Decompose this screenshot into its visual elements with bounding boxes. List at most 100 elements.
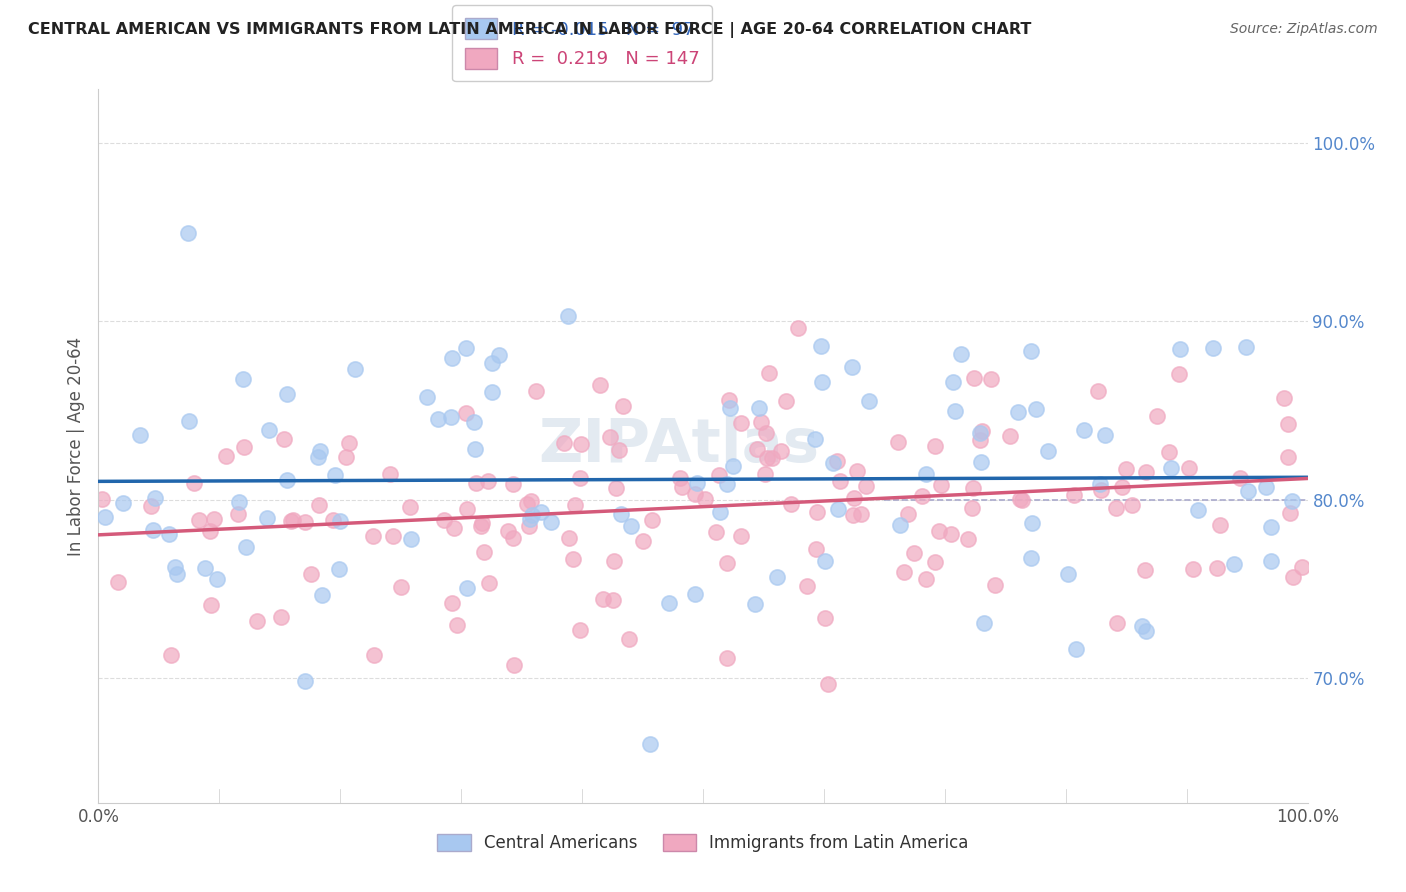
Point [589, 377, 612, 392]
Point [638, 737, 661, 751]
Point [112, 495, 135, 509]
Point [603, 554, 626, 568]
Point [443, 521, 465, 535]
Point [335, 450, 357, 464]
Point [929, 477, 952, 491]
Point [361, 529, 384, 543]
Point [592, 592, 614, 607]
Point [775, 394, 797, 409]
Point [159, 648, 181, 662]
Point [157, 527, 180, 541]
Point [721, 459, 744, 474]
Point [915, 572, 938, 586]
Point [669, 470, 692, 484]
Point [671, 480, 693, 494]
Point [841, 360, 863, 375]
Point [851, 507, 873, 521]
Point [307, 450, 329, 464]
Point [205, 573, 228, 587]
Point [1057, 567, 1080, 582]
Point [1206, 561, 1229, 575]
Text: ZIPAtlas: ZIPAtlas [538, 417, 820, 475]
Point [761, 450, 783, 465]
Point [1011, 493, 1033, 508]
Point [107, 574, 129, 589]
Point [903, 546, 925, 560]
Point [257, 423, 280, 437]
Point [502, 531, 524, 545]
Point [766, 570, 789, 584]
Point [889, 518, 911, 533]
Point [471, 516, 494, 530]
Point [962, 481, 984, 495]
Point [787, 321, 810, 335]
Point [1087, 384, 1109, 399]
Point [557, 309, 579, 323]
Point [477, 474, 499, 488]
Point [183, 475, 205, 490]
Point [969, 455, 991, 469]
Point [166, 567, 188, 582]
Point [311, 588, 333, 602]
Point [998, 429, 1021, 443]
Point [755, 425, 778, 440]
Point [322, 513, 344, 527]
Point [564, 498, 586, 512]
Point [827, 502, 849, 516]
Point [378, 467, 401, 481]
Point [456, 406, 478, 420]
Point [540, 515, 562, 529]
Point [617, 632, 640, 646]
Point [605, 481, 627, 495]
Point [1234, 340, 1257, 354]
Point [481, 356, 503, 370]
Point [1025, 401, 1047, 416]
Point [465, 475, 488, 490]
Point [463, 415, 485, 429]
Point [165, 560, 187, 574]
Point [478, 575, 501, 590]
Point [1135, 624, 1157, 639]
Point [470, 518, 492, 533]
Point [283, 513, 305, 527]
Point [389, 580, 412, 594]
Point [969, 425, 991, 440]
Point [707, 468, 730, 483]
Point [911, 489, 934, 503]
Point [924, 439, 946, 453]
Point [980, 372, 1002, 386]
Point [363, 648, 385, 662]
Point [1019, 551, 1042, 566]
Point [1182, 561, 1205, 575]
Point [256, 511, 278, 525]
Point [609, 507, 631, 521]
Point [599, 429, 621, 443]
Point [814, 554, 837, 568]
Point [695, 491, 717, 506]
Point [845, 464, 868, 478]
Point [897, 508, 920, 522]
Point [270, 610, 292, 624]
Point [1260, 554, 1282, 568]
Point [1229, 471, 1251, 485]
Point [398, 500, 420, 514]
Point [1170, 342, 1192, 356]
Point [612, 399, 634, 413]
Point [686, 476, 709, 491]
Point [756, 450, 779, 465]
Point [472, 544, 495, 558]
Point [200, 598, 222, 612]
Point [143, 491, 166, 505]
Point [963, 370, 986, 384]
Point [188, 513, 211, 527]
Point [704, 524, 727, 539]
Point [758, 366, 780, 380]
Point [382, 529, 405, 543]
Point [553, 435, 575, 450]
Y-axis label: In Labor Force | Age 20-64: In Labor Force | Age 20-64 [66, 336, 84, 556]
Point [957, 532, 980, 546]
Point [769, 444, 792, 458]
Point [858, 393, 880, 408]
Point [519, 494, 541, 508]
Point [942, 375, 965, 389]
